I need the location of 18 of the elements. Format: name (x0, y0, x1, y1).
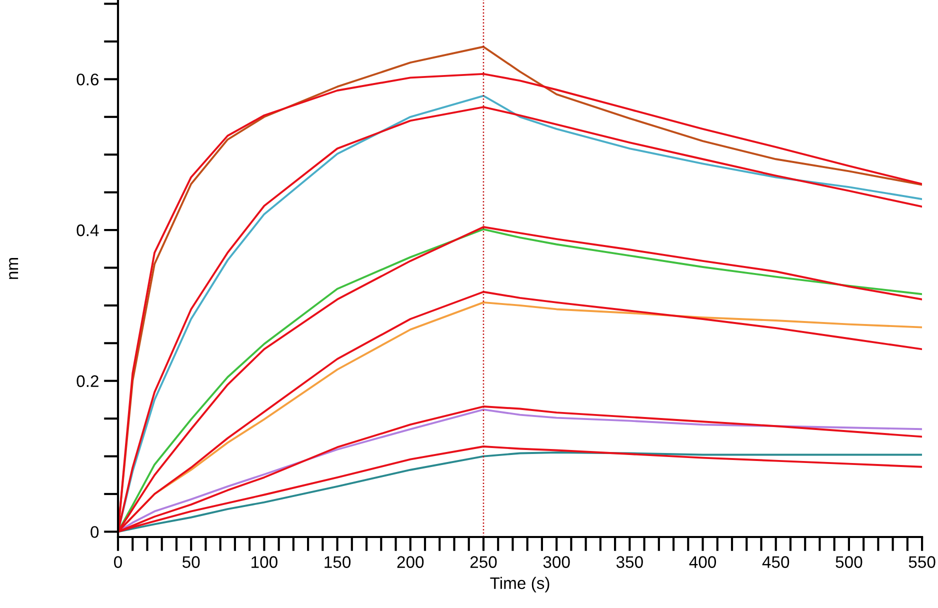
x-tick-label: 100 (252, 556, 278, 568)
x-tick-label: 300 (543, 556, 570, 568)
x-tick-label: 350 (616, 556, 643, 568)
x-tick-label: 250 (470, 556, 497, 568)
x-tick-label: 150 (324, 556, 351, 568)
x-tick-label: 200 (397, 556, 424, 568)
x-tick-label: 450 (762, 556, 790, 568)
x-tick-label: 50 (182, 556, 200, 568)
x-tick-label: 500 (836, 556, 862, 568)
y-tick-label: 0 (90, 526, 99, 538)
y-axis-title: nm (9, 258, 18, 279)
y-tick-label: 0.6 (76, 74, 99, 86)
x-tick-label: 550 (908, 556, 936, 568)
y-tick-label: 0.2 (76, 375, 98, 388)
x-axis-title: Time (s) (490, 576, 550, 592)
x-tick-label: 400 (689, 556, 716, 568)
x-tick-label: 0 (114, 556, 122, 568)
y-tick-label: 0.4 (76, 224, 99, 236)
